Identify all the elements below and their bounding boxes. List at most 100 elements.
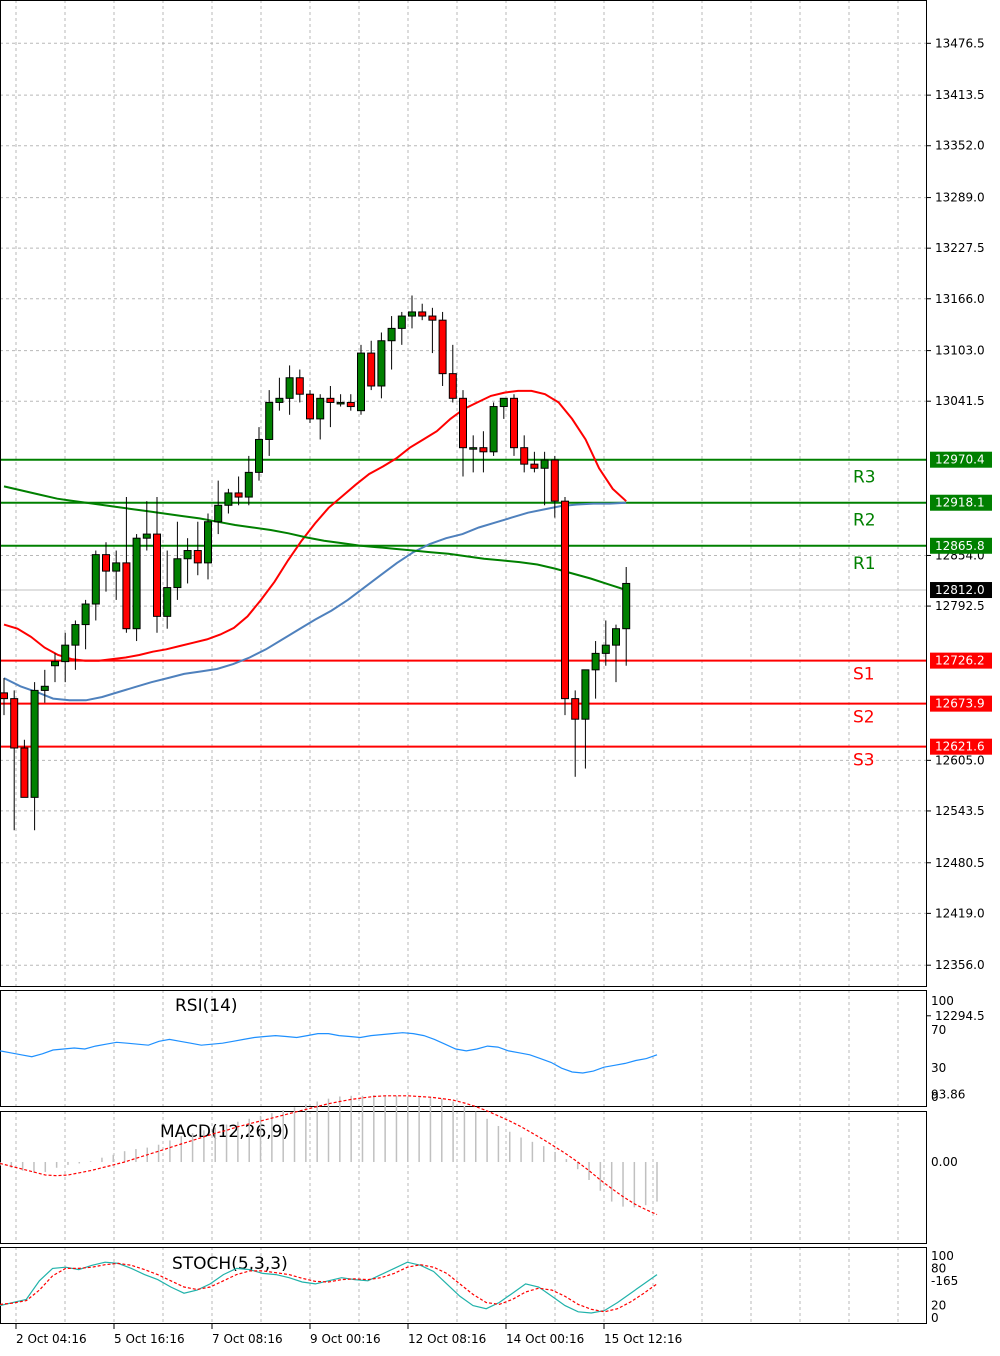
- current-price-tag: [930, 582, 992, 599]
- rsi-panel: RSI(14) 100 70 30 0: [0, 994, 954, 1104]
- price-tick-label: 12480.5: [935, 856, 985, 870]
- panel-frame: [0, 990, 927, 1107]
- candle-bullish: [540, 459, 549, 469]
- level-name-r1: R1: [853, 554, 876, 574]
- level-tag-label: 12970.4: [935, 453, 985, 467]
- rsi-axis-label: 0: [931, 1090, 939, 1104]
- candle-bearish: [20, 747, 29, 798]
- candle-bearish: [122, 562, 131, 630]
- candle-bearish: [306, 393, 314, 420]
- candle-bullish: [81, 603, 90, 626]
- candle-bullish: [71, 624, 80, 646]
- macd-axis-label: 0.00: [931, 1155, 958, 1169]
- stoch-k-line: [0, 1261, 658, 1314]
- candle-bearish: [367, 352, 376, 387]
- candle-bearish: [234, 492, 243, 498]
- level-tag-label: 12726.2: [935, 654, 985, 668]
- candle-bullish: [622, 582, 631, 630]
- candle-bullish: [275, 397, 284, 403]
- time-tick-label: 15 Oct 12:16: [604, 1332, 682, 1346]
- candle-bearish: [530, 463, 539, 469]
- level-tag-r3: [930, 451, 992, 468]
- rsi-title: RSI(14): [175, 996, 238, 1016]
- candle-bullish: [224, 492, 233, 506]
- candle-bullish: [499, 397, 508, 408]
- rsi-axis-label: 70: [931, 1023, 946, 1037]
- level-name-r3: R3: [853, 468, 876, 488]
- candle-bullish: [91, 554, 100, 605]
- time-tick-label: 5 Oct 16:16: [114, 1332, 185, 1346]
- candle-bearish: [0, 692, 8, 700]
- panel-frames: [0, 0, 927, 1324]
- moving-average-line-3: [3, 485, 627, 591]
- candlesticks: [0, 295, 631, 831]
- candle-bullish: [132, 537, 141, 630]
- candle-bearish: [295, 377, 304, 395]
- candle-bearish: [479, 447, 488, 453]
- level-tag-s1: [930, 652, 992, 669]
- candle-bullish: [285, 377, 294, 399]
- candle-bullish: [591, 652, 600, 671]
- candle-bullish: [581, 669, 590, 720]
- rsi-axis-label: 30: [931, 1061, 946, 1075]
- candle-bearish: [102, 554, 110, 572]
- candle-bullish: [214, 504, 223, 523]
- candle-bullish: [40, 685, 49, 691]
- price-tick-label: 12543.5: [935, 804, 985, 818]
- candle-bullish: [336, 401, 345, 405]
- candle-bullish: [265, 401, 274, 440]
- candle-bearish: [561, 500, 569, 700]
- candle-bearish: [346, 401, 355, 408]
- candle-bullish: [408, 311, 416, 317]
- price-tick-label: 13041.5: [935, 394, 985, 408]
- candle-bearish: [428, 315, 437, 321]
- time-tick-label: 2 Oct 04:16: [16, 1332, 87, 1346]
- panel-frame: [0, 1111, 927, 1244]
- stoch-axis-label: 80: [931, 1261, 946, 1275]
- moving-average-lines: [3, 389, 627, 702]
- price-tick-label: 13413.5: [935, 88, 985, 102]
- candle-bearish: [418, 311, 427, 317]
- candle-bearish: [459, 397, 467, 449]
- rsi-line: [0, 1032, 658, 1074]
- stoch-axis-label: 0: [931, 1311, 939, 1325]
- candle-bearish: [153, 533, 161, 617]
- rsi-axis-label: 100: [931, 994, 954, 1008]
- level-name-r2: R2: [853, 511, 876, 531]
- candle-bullish: [244, 471, 253, 498]
- level-name-s2: S2: [853, 708, 875, 728]
- candle-bullish: [469, 447, 478, 450]
- candle-bullish: [387, 327, 396, 342]
- level-tag-r1: [930, 537, 992, 554]
- candle-bullish: [30, 689, 39, 798]
- level-tag-label: 12621.6: [935, 740, 985, 754]
- candle-bullish: [377, 340, 386, 387]
- level-tag-s2: [930, 695, 992, 712]
- candle-bearish: [10, 698, 19, 749]
- candle-bullish: [204, 521, 212, 564]
- price-tick-label: 13476.5: [935, 36, 985, 50]
- stoch-axis-label: 100: [931, 1249, 954, 1263]
- moving-average-line-1: [3, 389, 627, 662]
- candle-bullish: [183, 550, 192, 560]
- level-tag-s3: [930, 738, 992, 755]
- candle-bullish: [255, 438, 263, 473]
- level-tag-label: 12918.1: [935, 496, 985, 510]
- macd-axis-label: 93.86: [931, 1087, 965, 1101]
- price-tick-label: 13352.0: [935, 139, 985, 153]
- candle-bullish: [163, 587, 172, 617]
- level-tag-label: 12673.9: [935, 697, 985, 711]
- candle-bearish: [438, 319, 447, 375]
- candle-bullish: [357, 352, 365, 412]
- price-tick-label: 13103.0: [935, 344, 985, 358]
- time-tick-label: 14 Oct 00:16: [506, 1332, 584, 1346]
- candle-bearish: [571, 698, 580, 720]
- pivot-level-tags: 12970.4 12918.1 12865.8 12726.2 12673.9 12621…: [930, 451, 992, 755]
- level-tag-r2: [930, 494, 992, 511]
- time-tick-label: 7 Oct 08:16: [212, 1332, 283, 1346]
- candle-bullish: [112, 562, 121, 572]
- level-name-s3: S3: [853, 751, 875, 771]
